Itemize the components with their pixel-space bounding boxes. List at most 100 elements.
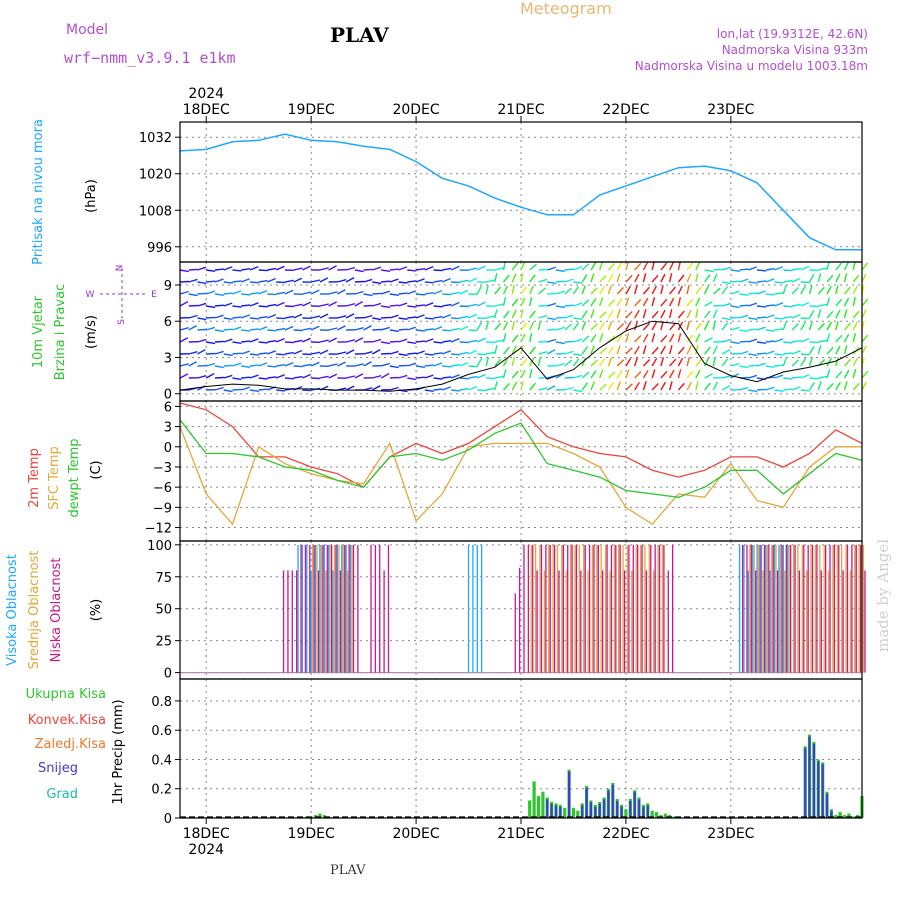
wind-barb <box>617 360 624 366</box>
wind-barb <box>661 310 665 318</box>
wind-barb <box>783 353 792 354</box>
wind-barb <box>600 276 606 282</box>
wind-barb <box>224 329 233 330</box>
wind-barb <box>250 365 259 366</box>
wind-barb <box>512 335 518 342</box>
wind-barb <box>853 322 857 330</box>
wind-barb <box>285 316 294 318</box>
wind-barb <box>757 363 766 366</box>
compass-east: E <box>151 290 157 300</box>
wind-barb <box>748 293 757 294</box>
wind-unit-label: (m/s) <box>84 315 99 349</box>
wind-barb <box>635 299 641 306</box>
wind-barb <box>521 359 527 366</box>
wind-barb <box>407 378 416 379</box>
wind-barb <box>215 294 224 295</box>
wind-barb <box>643 345 646 354</box>
precip-legend-2: Konvek.Kisa <box>28 713 106 728</box>
wind-barb <box>836 371 842 378</box>
wind-barb <box>827 261 829 270</box>
wind-barb <box>346 350 354 354</box>
wind-barb <box>792 351 800 354</box>
wind-barb <box>355 374 363 378</box>
wind-barb <box>801 266 809 270</box>
wind-barb <box>425 293 434 294</box>
wind-barb <box>399 354 408 355</box>
top-day-label: 23DEC <box>707 102 754 118</box>
wind-barb <box>285 363 293 366</box>
wind-barb <box>617 382 620 391</box>
dewpt-axis-label: dewpt Temp <box>67 438 82 517</box>
snow-bar <box>607 791 609 818</box>
wind-barb <box>346 386 354 390</box>
wind-barb <box>451 282 460 283</box>
wind-barb <box>372 340 381 343</box>
wind-barb <box>731 281 740 282</box>
precip-bar <box>537 796 540 818</box>
wind-barb <box>836 310 840 318</box>
wind-barb <box>477 302 485 306</box>
wind-barb <box>827 275 833 282</box>
wind-barb <box>810 310 814 318</box>
wind-barb <box>294 278 302 282</box>
wind-barb <box>180 292 189 295</box>
wind-barb <box>845 273 847 282</box>
wind-barb <box>504 297 506 306</box>
model-name: wrf−nmm_v3.9.1 e1km <box>64 49 236 67</box>
bottom-day-label: 23DEC <box>707 826 754 842</box>
wind-barb <box>294 377 303 378</box>
lonlat-text: lon,lat (19.9312E, 42.6N) <box>717 27 868 41</box>
bottom-day-label: 19DEC <box>288 826 335 842</box>
wind-barb <box>232 306 241 307</box>
wind-barb <box>425 339 433 342</box>
wind-barb <box>600 261 603 270</box>
wind-barb <box>573 287 578 295</box>
wind-barb <box>827 311 833 318</box>
wind-barb <box>565 324 572 330</box>
wind-barb <box>530 347 536 354</box>
wind-barb <box>652 297 654 306</box>
wind-barb <box>241 279 249 282</box>
wind-barb <box>705 383 711 390</box>
wind-barb <box>267 305 276 306</box>
wind-barb <box>801 303 809 307</box>
wind-barb <box>337 316 346 318</box>
wind-barb <box>731 354 740 355</box>
wind-barb <box>390 279 399 282</box>
wind-barb <box>189 316 198 319</box>
wind-barbs <box>180 261 868 391</box>
wind-barb <box>635 285 637 294</box>
wind-barb <box>748 303 756 306</box>
wind-barb <box>267 341 276 342</box>
snow-bar <box>634 792 636 818</box>
wind-barb <box>206 374 214 378</box>
wind-barb <box>399 329 408 330</box>
wind-barb <box>355 328 364 330</box>
pressure-axis-label: Pritisak na nivou mora <box>31 119 46 265</box>
wind-barb <box>197 340 206 343</box>
wind-barb <box>355 292 364 295</box>
wind-barb <box>512 274 516 282</box>
wind-barb <box>346 268 355 271</box>
y-tick-label: 6 <box>164 400 172 415</box>
wind-barb <box>512 263 518 270</box>
wind-barb <box>346 340 355 342</box>
wind-barb <box>407 342 416 343</box>
wind-barb <box>276 292 285 294</box>
wind-barb <box>250 354 259 355</box>
wind-barb <box>311 290 319 294</box>
wind-barb <box>425 303 433 306</box>
y-tick-label: −9 <box>153 501 172 516</box>
wind-barb <box>250 339 258 342</box>
cloud-high-axis-label: Visoka Oblacnost <box>5 554 20 666</box>
bottom-day-label: 20DEC <box>392 826 439 842</box>
wind-barb <box>189 279 198 282</box>
y-tick-label: 0 <box>164 667 172 682</box>
wind-barb <box>381 270 390 271</box>
snow-bar <box>603 800 605 819</box>
wind-barb <box>206 364 215 367</box>
wind-barb <box>748 318 757 319</box>
wind-barb <box>818 287 824 294</box>
bottom-year-label: 2024 <box>188 842 224 858</box>
